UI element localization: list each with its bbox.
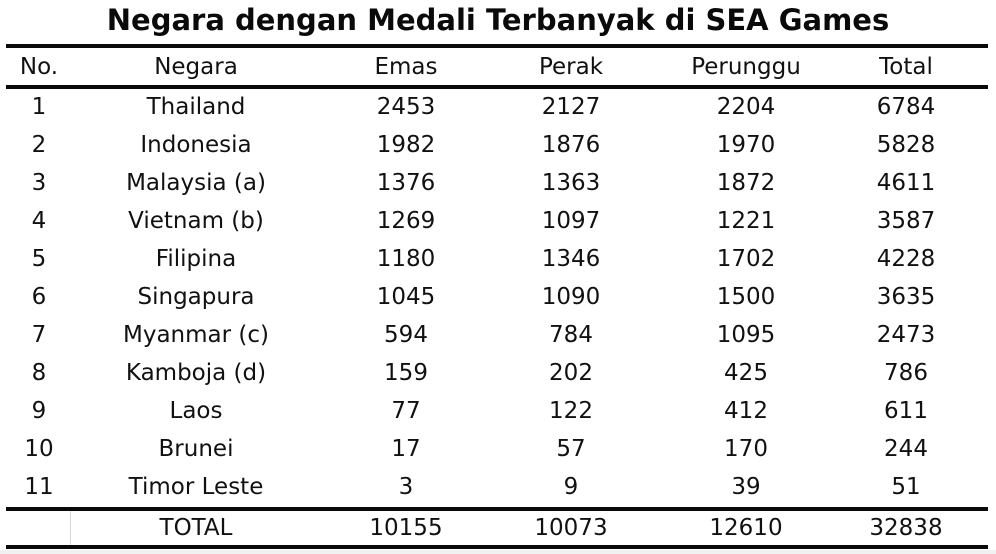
cell-total: 3587 <box>876 208 936 234</box>
cell-emas: 17 <box>391 436 421 462</box>
cell-total: 2473 <box>876 322 936 348</box>
top-rule <box>6 44 988 48</box>
cell-no: 8 <box>31 360 47 386</box>
cell-perak: 1363 <box>541 170 601 196</box>
cell-emas: 3 <box>398 474 414 500</box>
cell-perunggu: 1702 <box>716 246 776 272</box>
cell-perak: 1346 <box>541 246 601 272</box>
cell-total: 3635 <box>876 284 936 310</box>
cell-perunggu: 1500 <box>716 284 776 310</box>
cell-perak: 202 <box>549 360 593 386</box>
header-perunggu: Perunggu <box>691 54 801 80</box>
total-label: TOTAL <box>159 515 233 541</box>
table-header: No. Negara Emas Perak Perunggu Total <box>6 48 988 86</box>
table-row: 11 Timor Leste 3 9 39 51 <box>6 468 988 506</box>
cell-negara: Laos <box>169 398 223 424</box>
cell-emas: 594 <box>384 322 428 348</box>
header-negara: Negara <box>154 54 238 80</box>
cell-perunggu: 1872 <box>716 170 776 196</box>
table-row: 3 Malaysia (a) 1376 1363 1872 4611 <box>6 164 988 202</box>
table-row: 7 Myanmar (c) 594 784 1095 2473 <box>6 316 988 354</box>
header-no: No. <box>19 54 59 80</box>
header-perak: Perak <box>538 54 604 80</box>
total-rule <box>6 507 988 511</box>
cell-negara: Filipina <box>155 246 237 272</box>
table-row: 9 Laos 77 122 412 611 <box>6 392 988 430</box>
table-row: 2 Indonesia 1982 1876 1970 5828 <box>6 126 988 164</box>
cell-emas: 77 <box>391 398 421 424</box>
cell-emas: 1180 <box>376 246 436 272</box>
cell-perunggu: 1095 <box>716 322 776 348</box>
cell-no: 11 <box>24 474 54 500</box>
cell-total: 786 <box>884 360 928 386</box>
cell-negara: Timor Leste <box>128 474 264 500</box>
cell-emas: 159 <box>384 360 428 386</box>
cell-negara: Singapura <box>137 284 255 310</box>
cell-negara: Indonesia <box>140 132 252 158</box>
cell-no: 6 <box>31 284 47 310</box>
table-row: 8 Kamboja (d) 159 202 425 786 <box>6 354 988 392</box>
cell-negara: Malaysia (a) <box>126 170 266 196</box>
table-row: 5 Filipina 1180 1346 1702 4228 <box>6 240 988 278</box>
cell-perunggu: 2204 <box>716 94 776 120</box>
cell-negara: Thailand <box>146 94 246 120</box>
header-rule <box>6 85 988 89</box>
total-emas: 10155 <box>369 515 443 541</box>
cell-no: 4 <box>31 208 47 234</box>
bottom-rule <box>6 545 988 549</box>
cell-no: 1 <box>31 94 47 120</box>
cell-perunggu: 39 <box>731 474 761 500</box>
cell-no: 10 <box>24 436 54 462</box>
cell-emas: 1045 <box>376 284 436 310</box>
cell-emas: 1269 <box>376 208 436 234</box>
cell-perak: 1090 <box>541 284 601 310</box>
cell-no: 9 <box>31 398 47 424</box>
cell-perak: 57 <box>556 436 586 462</box>
cell-negara: Brunei <box>158 436 234 462</box>
table-title: Negara dengan Medali Terbanyak di SEA Ga… <box>106 3 890 37</box>
cell-perak: 2127 <box>541 94 601 120</box>
cell-perunggu: 412 <box>724 398 768 424</box>
total-row-divider <box>70 511 71 545</box>
cell-perunggu: 170 <box>724 436 768 462</box>
total-perunggu: 12610 <box>709 515 783 541</box>
cell-emas: 1982 <box>376 132 436 158</box>
cell-total: 611 <box>884 398 928 424</box>
cell-no: 5 <box>31 246 47 272</box>
table-row: 1 Thailand 2453 2127 2204 6784 <box>6 88 988 126</box>
cell-perak: 1097 <box>541 208 601 234</box>
header-total: Total <box>879 54 933 80</box>
cell-no: 3 <box>31 170 47 196</box>
cell-negara: Vietnam (b) <box>128 208 264 234</box>
cell-negara: Myanmar (c) <box>123 322 269 348</box>
cell-perak: 9 <box>563 474 579 500</box>
total-row: TOTAL 10155 10073 12610 32838 <box>6 509 988 547</box>
cell-total: 6784 <box>876 94 936 120</box>
bottom-edge <box>0 550 996 554</box>
cell-negara: Kamboja (d) <box>125 360 267 386</box>
cell-perunggu: 1970 <box>716 132 776 158</box>
cell-no: 2 <box>31 132 47 158</box>
header-emas: Emas <box>374 54 438 80</box>
cell-total: 244 <box>884 436 928 462</box>
cell-total: 4611 <box>876 170 936 196</box>
cell-perunggu: 425 <box>724 360 768 386</box>
cell-perak: 122 <box>549 398 593 424</box>
cell-total: 4228 <box>876 246 936 272</box>
table-row: 10 Brunei 17 57 170 244 <box>6 430 988 468</box>
cell-emas: 1376 <box>376 170 436 196</box>
cell-no: 7 <box>31 322 47 348</box>
cell-perak: 784 <box>549 322 593 348</box>
cell-perunggu: 1221 <box>716 208 776 234</box>
total-perak: 10073 <box>534 515 608 541</box>
table-row: 4 Vietnam (b) 1269 1097 1221 3587 <box>6 202 988 240</box>
cell-perak: 1876 <box>541 132 601 158</box>
cell-emas: 2453 <box>376 94 436 120</box>
total-total: 32838 <box>869 515 943 541</box>
cell-total: 51 <box>891 474 921 500</box>
cell-total: 5828 <box>876 132 936 158</box>
table-row: 6 Singapura 1045 1090 1500 3635 <box>6 278 988 316</box>
